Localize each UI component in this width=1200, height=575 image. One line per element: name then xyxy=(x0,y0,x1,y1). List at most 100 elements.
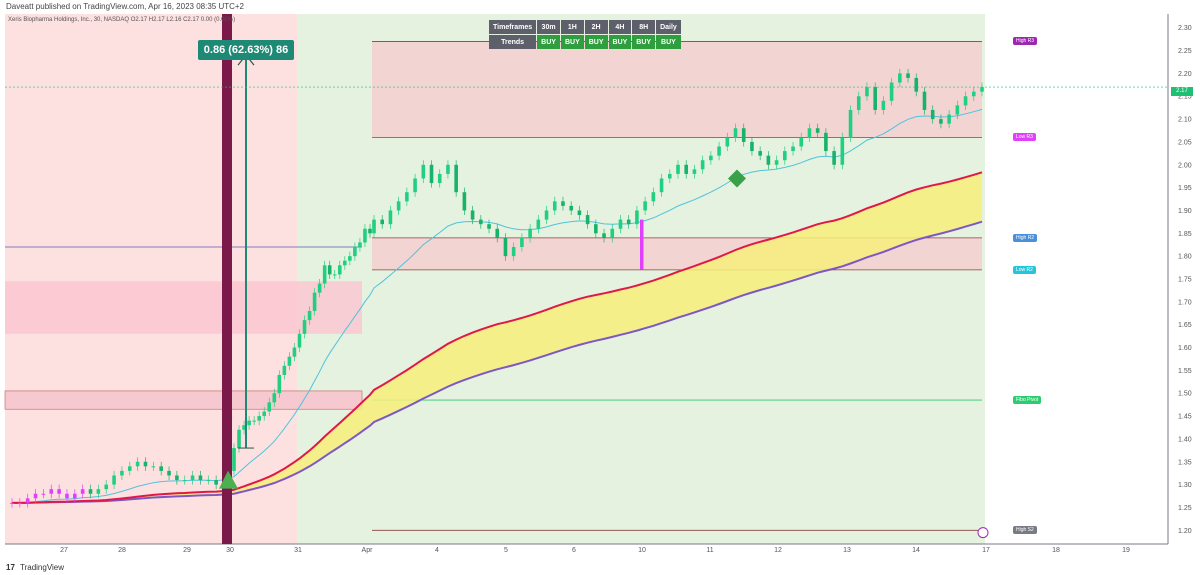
x-tick-label: 4 xyxy=(435,547,439,554)
candle-body xyxy=(73,493,77,499)
x-tick-label: 27 xyxy=(60,547,68,554)
candle-body xyxy=(206,480,211,482)
candle-body xyxy=(57,489,61,494)
candle-body xyxy=(955,105,960,115)
candle-body xyxy=(807,128,812,138)
candle-body xyxy=(25,498,30,503)
y-tick-label: 1.20 xyxy=(1178,528,1192,535)
candle-body xyxy=(421,164,426,179)
candle-body xyxy=(709,155,713,161)
candle-body xyxy=(832,151,836,165)
candle-body xyxy=(337,265,342,275)
candle-body xyxy=(684,164,689,174)
trend-1h: BUY xyxy=(560,35,584,49)
level-label-high-r2: High R2 xyxy=(1013,233,1038,242)
x-tick-label: 29 xyxy=(183,547,191,554)
candle-body xyxy=(906,73,910,78)
candle-body xyxy=(536,219,541,229)
candle-body xyxy=(159,466,163,471)
candle-body xyxy=(380,219,385,225)
x-tick-label: 12 xyxy=(774,547,782,554)
candle-body xyxy=(112,475,116,485)
candle-body xyxy=(487,224,491,229)
candle-body xyxy=(544,210,549,220)
candle-body xyxy=(585,215,590,225)
candle-body xyxy=(799,137,804,147)
candle-body xyxy=(167,470,171,476)
candle-body xyxy=(198,475,203,481)
candle-body xyxy=(503,237,508,257)
candle-body xyxy=(651,192,656,202)
tf-1h: 1H xyxy=(560,20,584,34)
footer: 17 TradingView xyxy=(0,560,1200,575)
last-price-tag: 2.17 xyxy=(1171,87,1193,96)
candle-body xyxy=(372,219,376,234)
candle-body xyxy=(252,420,256,422)
candle-body xyxy=(317,283,322,293)
candle-body xyxy=(429,164,434,184)
candle-body xyxy=(348,256,352,261)
candle-body xyxy=(495,228,500,238)
candle-body xyxy=(104,484,109,490)
y-tick-label: 1.65 xyxy=(1178,322,1192,329)
candle-body xyxy=(462,192,467,211)
candle-body xyxy=(470,210,475,220)
candle-body xyxy=(18,502,22,504)
tf-daily: Daily xyxy=(656,20,681,34)
candle-body xyxy=(635,210,639,225)
tf-2h: 2H xyxy=(584,20,608,34)
x-tick-label: 17 xyxy=(982,547,990,554)
y-tick-label: 1.90 xyxy=(1178,208,1192,215)
candle-body xyxy=(327,265,332,275)
zone-rect xyxy=(5,281,362,334)
candle-body xyxy=(766,155,771,165)
x-tick-label: 5 xyxy=(504,547,508,554)
candle-body xyxy=(971,91,976,97)
candle-body xyxy=(237,429,241,449)
candle-body xyxy=(272,393,277,403)
x-tick-label: 30 xyxy=(226,547,234,554)
candle-body xyxy=(175,475,179,481)
y-tick-label: 1.50 xyxy=(1178,391,1192,398)
x-tick-label: 14 xyxy=(912,547,920,554)
x-tick-label: 19 xyxy=(1122,547,1130,554)
resistance-r3-zone xyxy=(372,41,982,138)
tf-4h: 4H xyxy=(608,20,632,34)
candle-body xyxy=(363,228,367,243)
candle-body xyxy=(127,466,132,471)
x-tick-label: 18 xyxy=(1052,547,1060,554)
candle-body xyxy=(358,242,362,248)
candle-body xyxy=(692,169,697,174)
candle-body xyxy=(980,87,984,92)
signal-diamond-icon xyxy=(728,169,746,188)
candle-body xyxy=(610,228,615,238)
candle-body xyxy=(322,265,327,284)
tradingview-brand[interactable]: TradingView xyxy=(19,563,65,572)
tradingview-logo-icon: 17 xyxy=(6,563,15,572)
y-tick-label: 2.15 xyxy=(1178,94,1192,101)
y-tick-label: 1.95 xyxy=(1178,185,1192,192)
candle-body xyxy=(182,480,187,482)
trend-daily: BUY xyxy=(656,35,681,49)
y-tick-label: 1.30 xyxy=(1178,482,1192,489)
candle-body xyxy=(282,365,287,375)
x-tick-label: 10 xyxy=(638,547,646,554)
candle-body xyxy=(214,480,218,485)
level-label-fibo-pivot: Fibo Pivot xyxy=(1013,396,1042,405)
price-range-measure-label[interactable]: 0.86 (62.63%) 86 xyxy=(198,40,294,60)
y-tick-label: 2.10 xyxy=(1178,117,1192,124)
candle-body xyxy=(10,502,14,504)
price-chart[interactable]: 1.20 1.25 1.30 1.35 1.40 1.45 1.50 1.55 1.60 1.65… xyxy=(0,0,1200,560)
background-bearish-region xyxy=(5,14,297,544)
signal-candle xyxy=(640,219,644,270)
y-tick-label: 2.20 xyxy=(1178,71,1192,78)
candle-body xyxy=(700,160,705,170)
candle-body xyxy=(750,141,754,152)
candle-body xyxy=(873,87,877,110)
published-caption: Daveatt published on TradingView.com, Ap… xyxy=(6,2,245,11)
candle-body xyxy=(667,173,672,179)
candle-body xyxy=(561,201,565,206)
y-tick-label: 2.05 xyxy=(1178,139,1192,146)
candle-body xyxy=(96,489,101,494)
y-tick-label: 1.60 xyxy=(1178,345,1192,352)
